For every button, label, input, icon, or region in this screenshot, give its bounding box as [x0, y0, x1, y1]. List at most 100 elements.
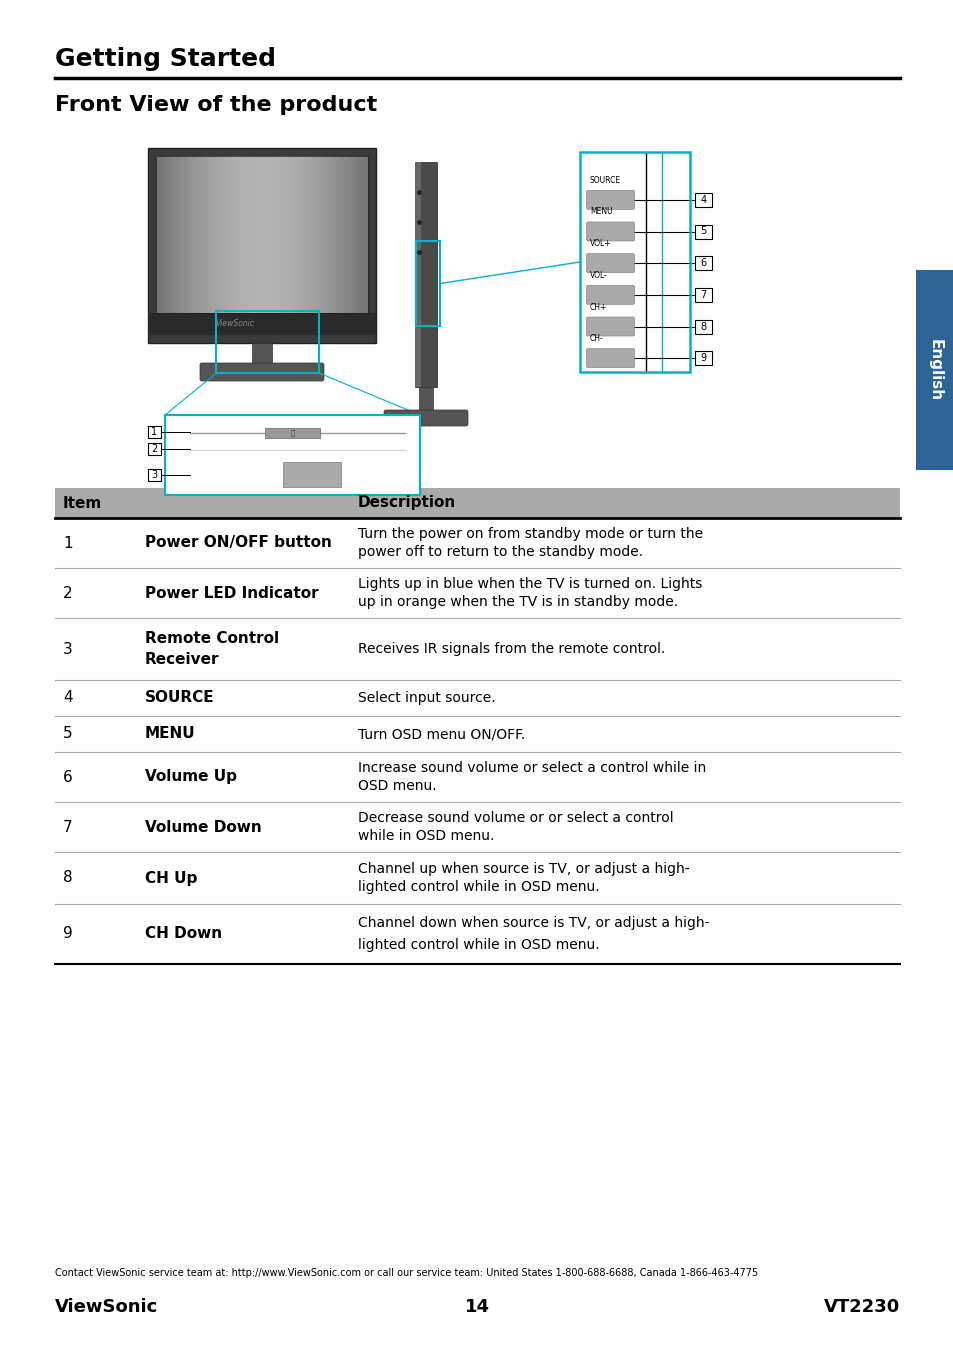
Bar — [286, 155, 287, 313]
Bar — [695, 193, 711, 207]
Bar — [274, 155, 275, 313]
Bar — [363, 155, 364, 313]
Bar — [148, 149, 375, 343]
Bar — [284, 155, 285, 313]
Text: 3: 3 — [63, 642, 72, 657]
Bar — [231, 155, 232, 313]
Text: 6: 6 — [700, 258, 706, 267]
Bar — [242, 155, 243, 313]
Bar — [357, 155, 358, 313]
Bar — [281, 155, 282, 313]
Bar — [256, 155, 257, 313]
Bar — [347, 155, 348, 313]
Bar — [255, 155, 256, 313]
Text: SOURCE: SOURCE — [589, 176, 620, 185]
Bar — [307, 155, 308, 313]
Bar — [162, 155, 163, 313]
Bar — [223, 155, 224, 313]
Text: ViewSonic: ViewSonic — [214, 319, 253, 328]
Bar — [290, 155, 291, 313]
Bar — [180, 155, 181, 313]
Bar — [695, 319, 711, 334]
Bar — [295, 155, 296, 313]
Bar — [179, 155, 180, 313]
Bar — [327, 155, 328, 313]
Text: 3: 3 — [152, 470, 157, 480]
Bar — [915, 270, 953, 470]
Bar — [265, 428, 319, 438]
Bar — [201, 155, 202, 313]
Text: 8: 8 — [700, 322, 706, 331]
Bar — [156, 155, 368, 313]
Text: CH Down: CH Down — [145, 927, 222, 942]
Bar — [164, 155, 165, 313]
Bar — [341, 155, 343, 313]
Text: Item: Item — [63, 496, 102, 511]
Bar — [216, 155, 218, 313]
FancyBboxPatch shape — [586, 285, 634, 304]
Text: Front View of the product: Front View of the product — [55, 95, 376, 115]
Bar — [289, 155, 290, 313]
Bar — [325, 155, 326, 313]
Bar — [247, 155, 248, 313]
Text: VOL-: VOL- — [589, 270, 607, 280]
Bar — [695, 224, 711, 239]
Bar — [200, 155, 201, 313]
Bar — [282, 155, 283, 313]
Bar — [332, 155, 333, 313]
Bar — [277, 155, 278, 313]
Bar — [193, 155, 194, 313]
Bar — [224, 155, 225, 313]
Bar — [266, 155, 267, 313]
FancyBboxPatch shape — [586, 190, 634, 209]
Bar — [337, 155, 338, 313]
Bar — [173, 155, 174, 313]
Bar — [314, 155, 315, 313]
Bar — [202, 155, 203, 313]
Bar — [352, 155, 353, 313]
Bar — [298, 155, 299, 313]
Bar — [249, 155, 250, 313]
Bar — [252, 155, 253, 313]
Text: Getting Started: Getting Started — [55, 47, 275, 72]
Bar — [166, 155, 167, 313]
Text: up in orange when the TV is in standby mode.: up in orange when the TV is in standby m… — [357, 594, 678, 609]
Text: 6: 6 — [63, 770, 72, 785]
Bar — [330, 155, 331, 313]
Bar — [305, 155, 306, 313]
Bar — [361, 155, 363, 313]
Bar — [275, 155, 276, 313]
Bar — [278, 155, 280, 313]
Bar — [228, 155, 229, 313]
Text: 4: 4 — [700, 195, 706, 205]
Bar — [349, 155, 350, 313]
Text: 8: 8 — [63, 870, 72, 885]
Bar — [695, 351, 711, 365]
Bar — [261, 155, 262, 313]
Bar — [235, 155, 236, 313]
Bar — [205, 155, 206, 313]
Bar — [232, 155, 233, 313]
Bar — [233, 155, 234, 313]
Bar — [188, 155, 189, 313]
Bar — [192, 155, 193, 313]
Bar — [208, 155, 209, 313]
Bar — [280, 155, 281, 313]
Text: 1: 1 — [152, 427, 157, 436]
Text: Volume Up: Volume Up — [145, 770, 236, 785]
Bar — [320, 155, 322, 313]
Bar — [206, 155, 207, 313]
Bar — [348, 155, 349, 313]
Bar — [170, 155, 171, 313]
Bar — [250, 155, 251, 313]
Bar — [415, 162, 436, 386]
Text: MENU: MENU — [145, 727, 195, 742]
Bar — [148, 313, 375, 335]
Text: Receiver: Receiver — [145, 653, 219, 667]
Bar — [253, 155, 254, 313]
Bar — [227, 155, 228, 313]
Bar — [198, 155, 199, 313]
Bar — [168, 155, 169, 313]
Bar — [196, 155, 198, 313]
Text: MENU: MENU — [589, 208, 612, 216]
